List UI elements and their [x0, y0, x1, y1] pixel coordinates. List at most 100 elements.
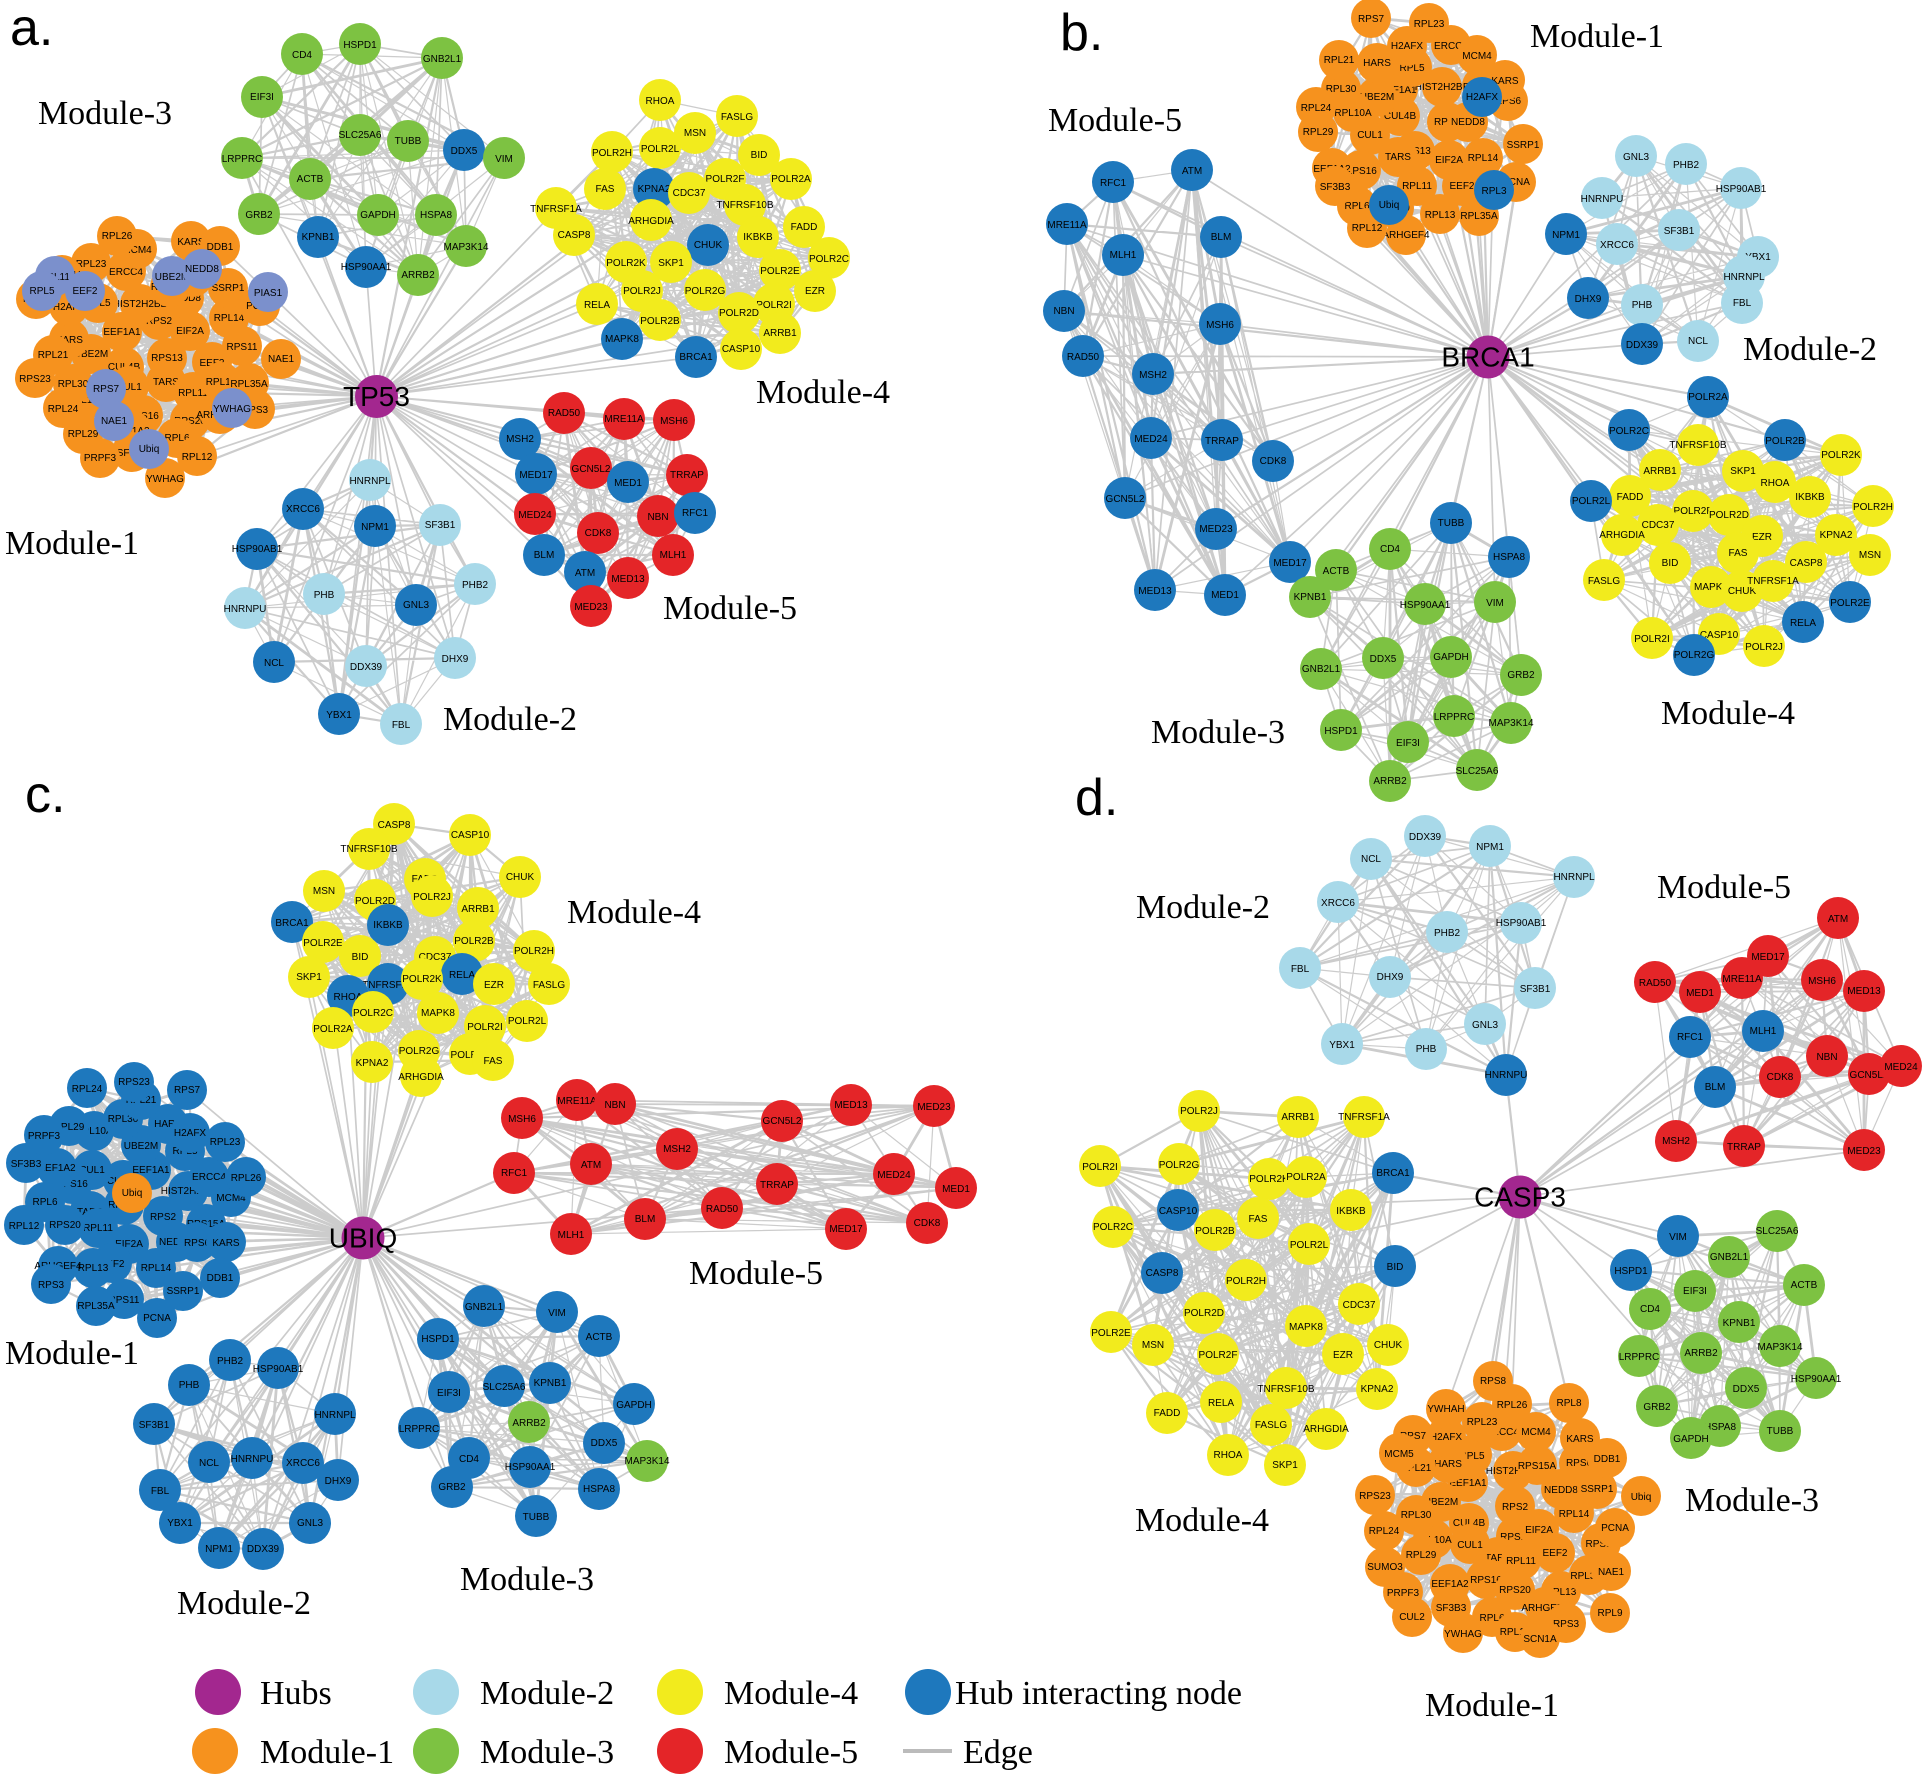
svg-text:RPS16: RPS16: [1470, 1575, 1502, 1586]
svg-text:RPL13: RPL13: [1546, 1587, 1577, 1598]
svg-text:EEF1A1: EEF1A1: [103, 327, 141, 338]
svg-text:DDX39: DDX39: [350, 662, 383, 673]
svg-text:GNL3: GNL3: [403, 600, 430, 611]
svg-text:ARRB1: ARRB1: [1643, 466, 1677, 477]
svg-text:POLR2A: POLR2A: [1688, 392, 1728, 403]
svg-text:TRRAP: TRRAP: [670, 470, 704, 481]
svg-text:FADD: FADD: [1154, 1408, 1181, 1419]
svg-text:ARRB1: ARRB1: [763, 328, 797, 339]
svg-text:SSRP1: SSRP1: [212, 283, 245, 294]
svg-text:SF3B1: SF3B1: [1520, 984, 1551, 995]
svg-text:MED24: MED24: [518, 510, 552, 521]
svg-text:PRPF3: PRPF3: [28, 1131, 61, 1142]
svg-text:EEF2: EEF2: [72, 286, 97, 297]
svg-text:PRPF3: PRPF3: [1387, 1588, 1420, 1599]
svg-text:FBL: FBL: [151, 1486, 170, 1497]
svg-text:RPL13: RPL13: [1425, 210, 1456, 221]
svg-text:MED17: MED17: [519, 470, 553, 481]
svg-text:HNRNPL: HNRNPL: [314, 1410, 356, 1421]
svg-text:RPS7: RPS7: [1358, 14, 1385, 25]
svg-text:FAS: FAS: [1729, 548, 1748, 559]
svg-text:POLR2I: POLR2I: [1082, 1162, 1118, 1173]
svg-text:POLR2D: POLR2D: [1184, 1308, 1224, 1319]
svg-text:NPM1: NPM1: [1552, 230, 1580, 241]
svg-text:PHB2: PHB2: [217, 1356, 244, 1367]
svg-text:ERCC4: ERCC4: [1485, 1427, 1519, 1438]
svg-text:GAPDH: GAPDH: [1433, 652, 1469, 663]
svg-text:RPL12: RPL12: [1500, 1627, 1531, 1638]
svg-text:DHX9: DHX9: [325, 1476, 352, 1487]
svg-text:PHB: PHB: [1416, 1044, 1437, 1055]
svg-text:RPS7: RPS7: [93, 384, 120, 395]
svg-text:MRE11A: MRE11A: [604, 414, 644, 425]
svg-text:RFC1: RFC1: [1100, 178, 1127, 189]
svg-text:ACTB: ACTB: [1791, 1280, 1818, 1291]
svg-text:GNB2L1: GNB2L1: [1710, 1252, 1749, 1263]
svg-text:RPS11: RPS11: [109, 1295, 140, 1306]
svg-text:VIM: VIM: [548, 1308, 566, 1319]
svg-text:FADD: FADD: [1617, 492, 1644, 503]
svg-text:TP53: TP53: [343, 381, 410, 412]
svg-text:RPL30: RPL30: [1326, 84, 1357, 95]
svg-text:IKBKB: IKBKB: [743, 232, 773, 243]
svg-text:CDK8: CDK8: [585, 528, 612, 539]
svg-text:ARHGDIA: ARHGDIA: [628, 216, 674, 227]
svg-text:CDK8: CDK8: [914, 1218, 941, 1229]
svg-text:NBN: NBN: [1053, 306, 1074, 317]
svg-text:RPL29: RPL29: [68, 429, 99, 440]
svg-text:CDK8: CDK8: [1260, 456, 1287, 467]
svg-text:POLR2C: POLR2C: [353, 1008, 393, 1019]
svg-text:CD4: CD4: [292, 50, 312, 61]
svg-text:Edge: Edge: [963, 1734, 1033, 1771]
svg-text:RPL30: RPL30: [1401, 1510, 1432, 1521]
svg-text:TUBB: TUBB: [1438, 518, 1465, 529]
svg-text:RPL26: RPL26: [102, 231, 133, 242]
svg-text:EEF1A2: EEF1A2: [1431, 1579, 1469, 1590]
svg-text:RPS2: RPS2: [146, 316, 173, 327]
svg-text:GNL3: GNL3: [297, 1518, 324, 1529]
svg-text:RPS2: RPS2: [1434, 117, 1461, 128]
svg-text:POLR2K: POLR2K: [1821, 450, 1861, 461]
svg-text:MED17: MED17: [1751, 952, 1785, 963]
svg-text:Module-5: Module-5: [1657, 869, 1791, 906]
svg-text:MSH2: MSH2: [506, 434, 534, 445]
svg-text:NCL: NCL: [1361, 854, 1381, 865]
svg-text:MED13: MED13: [1138, 586, 1172, 597]
svg-text:ARHGEF4: ARHGEF4: [1382, 230, 1430, 241]
svg-text:Ubiq: Ubiq: [122, 1188, 143, 1199]
svg-text:GNB2L1: GNB2L1: [1302, 664, 1341, 675]
svg-text:XRCC6: XRCC6: [1321, 898, 1355, 909]
svg-text:HSPA8: HSPA8: [583, 1484, 615, 1495]
svg-text:Hub interacting node: Hub interacting node: [955, 1675, 1242, 1712]
svg-text:VIM: VIM: [1486, 598, 1504, 609]
svg-text:TNFRSF1A: TNFRSF1A: [362, 980, 414, 991]
svg-text:FASLG: FASLG: [533, 980, 565, 991]
svg-text:ATM: ATM: [575, 568, 595, 579]
svg-text:Ubiq: Ubiq: [139, 444, 160, 455]
svg-text:MAP3K14: MAP3K14: [624, 1456, 669, 1467]
svg-text:HIST2H2BE: HIST2H2BE: [1486, 1466, 1541, 1477]
svg-text:RPL5: RPL5: [1459, 1451, 1484, 1462]
svg-text:POLR2C: POLR2C: [1093, 1222, 1133, 1233]
svg-text:NCL: NCL: [264, 658, 284, 669]
svg-text:ATM: ATM: [1182, 166, 1202, 177]
svg-text:Module-1: Module-1: [1530, 18, 1664, 55]
svg-text:SLC25A6: SLC25A6: [1756, 1226, 1799, 1237]
svg-text:POLR2F: POLR2F: [706, 174, 745, 185]
svg-text:TRRAP: TRRAP: [1205, 436, 1239, 447]
svg-text:SF3B3: SF3B3: [1436, 1603, 1467, 1614]
svg-text:MED24: MED24: [877, 1170, 911, 1181]
svg-text:EIF2A: EIF2A: [1525, 1525, 1553, 1536]
svg-text:RPL29: RPL29: [54, 1122, 85, 1133]
svg-text:RPL23: RPL23: [76, 259, 107, 270]
svg-text:EZR: EZR: [1752, 532, 1772, 543]
svg-text:Module-4: Module-4: [756, 374, 890, 411]
svg-text:MED13: MED13: [834, 1100, 868, 1111]
svg-text:RPL35A: RPL35A: [77, 1301, 115, 1312]
svg-text:PIAS1: PIAS1: [254, 288, 283, 299]
svg-text:RPS16: RPS16: [1345, 166, 1377, 177]
svg-text:RPS15A: RPS15A: [1518, 1461, 1557, 1472]
svg-text:IKBKB: IKBKB: [1336, 1206, 1366, 1217]
svg-text:RPL12: RPL12: [182, 452, 213, 463]
svg-text:DDB1: DDB1: [1594, 1454, 1621, 1465]
